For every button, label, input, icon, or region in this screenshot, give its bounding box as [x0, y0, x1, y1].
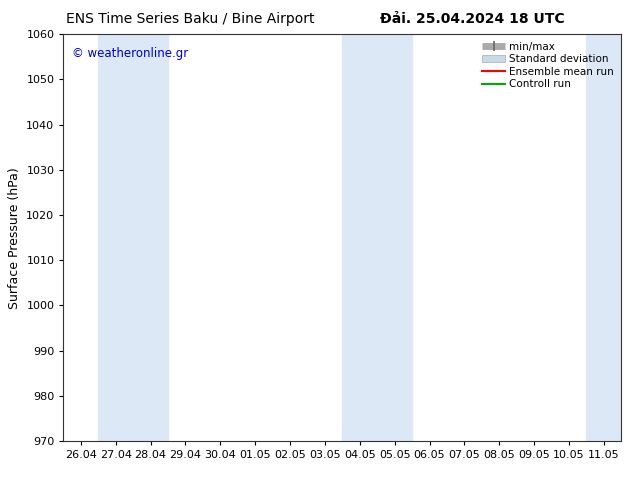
Y-axis label: Surface Pressure (hPa): Surface Pressure (hPa) — [8, 167, 21, 309]
Bar — [98, 34, 168, 441]
Bar — [586, 34, 621, 441]
Text: ENS Time Series Baku / Bine Airport: ENS Time Series Baku / Bine Airport — [66, 12, 314, 26]
Bar — [342, 34, 412, 441]
Text: © weatheronline.gr: © weatheronline.gr — [72, 47, 188, 59]
Legend: min/max, Standard deviation, Ensemble mean run, Controll run: min/max, Standard deviation, Ensemble me… — [480, 40, 616, 92]
Text: Đải. 25.04.2024 18 UTC: Đải. 25.04.2024 18 UTC — [380, 12, 565, 26]
